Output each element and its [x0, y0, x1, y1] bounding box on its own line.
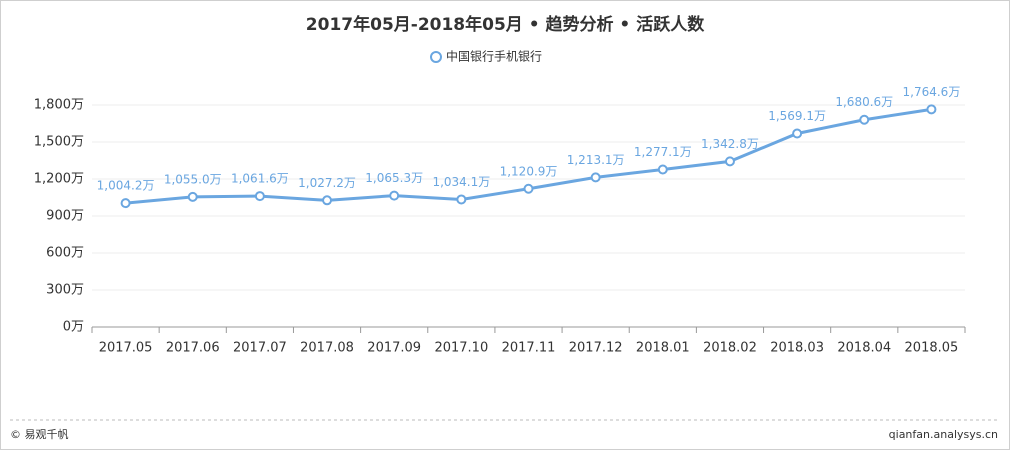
x-tick-label: 2017.12 — [569, 341, 623, 356]
data-label: 1,034.1万 — [432, 175, 490, 189]
data-label: 1,061.6万 — [231, 172, 289, 186]
point — [724, 156, 735, 167]
x-tick-label: 2017.09 — [367, 341, 421, 356]
point — [187, 191, 198, 202]
point — [590, 172, 601, 183]
point — [389, 190, 400, 201]
y-tick-label: 0万 — [63, 320, 84, 335]
x-tick-label: 2018.01 — [636, 341, 690, 356]
x-tick-label: 2017.05 — [99, 341, 153, 356]
data-label: 1,342.8万 — [701, 137, 759, 151]
data-label: 1,027.2万 — [298, 176, 356, 190]
chart-title: 2017年05月-2018年05月 • 趋势分析 • 活跃人数 — [306, 14, 705, 35]
x-tick-label: 2018.04 — [837, 341, 891, 356]
data-label: 1,004.2万 — [97, 179, 155, 193]
y-tick-label: 300万 — [46, 283, 84, 298]
data-label: 1,055.0万 — [164, 172, 222, 186]
footer-left: © 易观千帆 — [10, 427, 69, 441]
point — [792, 128, 803, 139]
point — [657, 164, 668, 175]
x-tick-label: 2017.08 — [300, 341, 354, 356]
point — [859, 114, 870, 125]
footer-right: qianfan.analysys.cn — [889, 428, 998, 441]
point — [254, 191, 265, 202]
point — [523, 183, 534, 194]
x-tick-label: 2017.07 — [233, 341, 287, 356]
data-label: 1,120.9万 — [500, 164, 558, 178]
y-tick-label: 1,200万 — [34, 172, 84, 187]
y-tick-label: 900万 — [46, 209, 84, 224]
data-label: 1,277.1万 — [634, 145, 692, 159]
y-tick-label: 1,500万 — [34, 135, 84, 150]
data-label: 1,213.1万 — [567, 153, 625, 167]
y-tick-label: 600万 — [46, 246, 84, 261]
x-tick-label: 2017.06 — [166, 341, 220, 356]
point — [456, 194, 467, 205]
x-tick-label: 2017.11 — [502, 341, 556, 356]
legend-marker — [430, 51, 442, 63]
data-label: 1,569.1万 — [768, 109, 826, 123]
point — [926, 104, 937, 115]
point — [322, 195, 333, 206]
x-tick-label: 2018.02 — [703, 341, 757, 356]
x-tick-label: 2018.03 — [770, 341, 824, 356]
data-label: 1,680.6万 — [835, 95, 893, 109]
legend-label: 中国银行手机银行 — [446, 49, 542, 64]
x-tick-label: 2018.05 — [905, 341, 959, 356]
x-tick-label: 2017.10 — [434, 341, 488, 356]
y-tick-label: 1,800万 — [34, 98, 84, 113]
data-label: 1,764.6万 — [903, 85, 961, 99]
data-label: 1,065.3万 — [365, 171, 423, 185]
point — [120, 198, 131, 209]
